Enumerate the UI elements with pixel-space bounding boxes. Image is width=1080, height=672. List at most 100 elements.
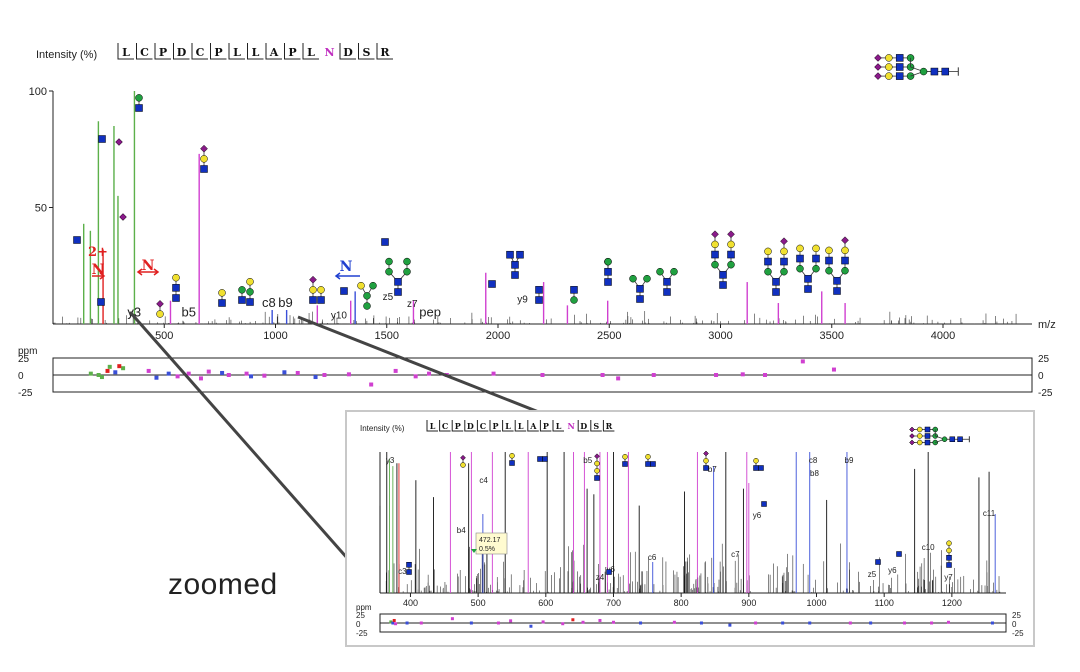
glcnac-square-icon bbox=[516, 250, 524, 259]
glcnac-square-icon bbox=[317, 296, 325, 304]
ppm-point-magenta bbox=[714, 373, 719, 377]
ppm-point-blue bbox=[529, 624, 533, 628]
ppm-point-magenta bbox=[491, 371, 496, 376]
residue-d: D bbox=[580, 421, 587, 431]
peak-label-c11: c11 bbox=[983, 509, 996, 518]
glcnac-square-icon bbox=[509, 460, 515, 466]
sialic-acid-diamond-icon bbox=[156, 299, 164, 308]
mannose-circle-icon bbox=[796, 264, 804, 273]
ppm-point-magenta bbox=[206, 369, 211, 374]
galactose-circle-icon bbox=[594, 468, 600, 474]
sialic-acid-diamond-icon bbox=[594, 453, 600, 460]
ppm-point-magenta bbox=[848, 621, 852, 625]
ppm-point-magenta bbox=[763, 373, 767, 377]
residue-s: S bbox=[593, 421, 599, 431]
glcnac-square-icon bbox=[98, 135, 106, 143]
glcnac-square-icon bbox=[340, 287, 348, 295]
glcnac-square-icon bbox=[833, 287, 841, 295]
mannose-circle-icon bbox=[941, 436, 948, 442]
peak-label-z5: z5 bbox=[868, 570, 877, 579]
ppm-tick-left: 0 bbox=[356, 620, 361, 629]
ppm-point-magenta bbox=[393, 368, 398, 373]
ppm-point-magenta bbox=[175, 374, 180, 379]
galactose-circle-icon bbox=[246, 277, 254, 286]
tooltip-pointer-icon bbox=[471, 549, 477, 553]
residue-n: N bbox=[567, 421, 574, 431]
mannose-circle-icon bbox=[604, 257, 612, 266]
glcnac-square-icon bbox=[73, 236, 81, 244]
glcnac-square-icon bbox=[238, 296, 246, 304]
mannose-circle-icon bbox=[629, 274, 637, 283]
x-tick-label: 800 bbox=[674, 598, 689, 608]
peak-label-b9: b9 bbox=[278, 295, 292, 310]
main-ylabel: Intensity (%) bbox=[36, 49, 97, 61]
ppm-point-blue bbox=[391, 621, 395, 625]
peak-tooltip[interactable]: 472.17 0.5% bbox=[471, 532, 508, 555]
galactose-circle-icon bbox=[645, 454, 651, 460]
ppm-point-blue bbox=[781, 621, 785, 625]
ppm-point-blue bbox=[469, 621, 473, 625]
residue-p: P bbox=[214, 46, 222, 59]
galactose-circle-icon bbox=[753, 458, 759, 464]
residue-cleavage-bracket bbox=[339, 43, 356, 60]
ppm-point-magenta bbox=[419, 621, 423, 625]
sialic-acid-diamond-icon bbox=[727, 230, 735, 239]
ppm-point-red bbox=[117, 364, 122, 369]
glcnac-square-icon bbox=[535, 296, 543, 304]
residue-cleavage-bracket bbox=[210, 43, 227, 60]
y-tick-label: 50 bbox=[35, 203, 47, 215]
x-tick-label: 4000 bbox=[931, 330, 955, 342]
direction-arrow-icon bbox=[334, 272, 360, 280]
ppm-point-blue bbox=[808, 621, 812, 625]
residue-cleavage-bracket bbox=[502, 420, 514, 432]
ppm-point-blue bbox=[869, 621, 873, 625]
ppm-point-green bbox=[121, 366, 126, 371]
glcnac-square-icon bbox=[727, 250, 735, 259]
glcnac-square-icon bbox=[542, 456, 548, 462]
glcnac-square-icon bbox=[394, 288, 402, 296]
galactose-circle-icon bbox=[917, 439, 923, 446]
glcnac-square-icon bbox=[381, 238, 389, 246]
ppm-tick-left: 25 bbox=[18, 354, 30, 365]
galactose-circle-icon bbox=[727, 240, 735, 249]
mannose-circle-icon bbox=[656, 267, 664, 276]
mannose-circle-icon bbox=[727, 260, 735, 269]
mannose-circle-icon bbox=[403, 257, 411, 266]
ppm-point-magenta bbox=[540, 373, 545, 377]
residue-d: D bbox=[177, 46, 187, 59]
ppm-point-magenta bbox=[561, 622, 565, 626]
ppm-point-magenta bbox=[413, 374, 418, 379]
residue-cleavage-bracket bbox=[358, 43, 375, 60]
glcnac-square-icon bbox=[645, 461, 651, 467]
glcnac-square-icon bbox=[833, 277, 841, 285]
glcnac-square-icon bbox=[941, 67, 950, 76]
glcnac-square-icon bbox=[200, 165, 208, 173]
galactose-circle-icon bbox=[711, 240, 719, 249]
residue-cleavage-bracket bbox=[284, 43, 301, 60]
peak-label-y3: y3 bbox=[127, 304, 141, 319]
sialic-acid-diamond-icon bbox=[841, 236, 849, 245]
residue-p: P bbox=[455, 421, 461, 431]
ppm-point-magenta bbox=[831, 367, 836, 372]
peak-label-b8: b8 bbox=[810, 469, 819, 478]
residue-cleavage-bracket bbox=[552, 420, 564, 432]
ppm-point-magenta bbox=[146, 368, 151, 373]
glcnac-square-icon bbox=[949, 436, 956, 442]
galactose-circle-icon bbox=[594, 460, 600, 467]
x-tick-label: 1000 bbox=[806, 598, 826, 608]
ppm-tick-right: -25 bbox=[1038, 388, 1053, 399]
glcnac-square-icon bbox=[604, 278, 612, 286]
ppm-point-green bbox=[96, 373, 101, 377]
ppm-point-magenta bbox=[226, 373, 231, 377]
residue-c: C bbox=[140, 46, 149, 59]
glcnac-square-icon bbox=[394, 278, 402, 286]
ppm-point-magenta bbox=[930, 621, 934, 625]
sialic-acid-diamond-icon bbox=[703, 450, 709, 457]
residue-p: P bbox=[543, 421, 549, 431]
residue-cleavage-bracket bbox=[590, 420, 602, 432]
galactose-circle-icon bbox=[885, 54, 893, 62]
glcnac-square-icon bbox=[309, 296, 317, 304]
mannose-circle-icon bbox=[135, 94, 143, 102]
